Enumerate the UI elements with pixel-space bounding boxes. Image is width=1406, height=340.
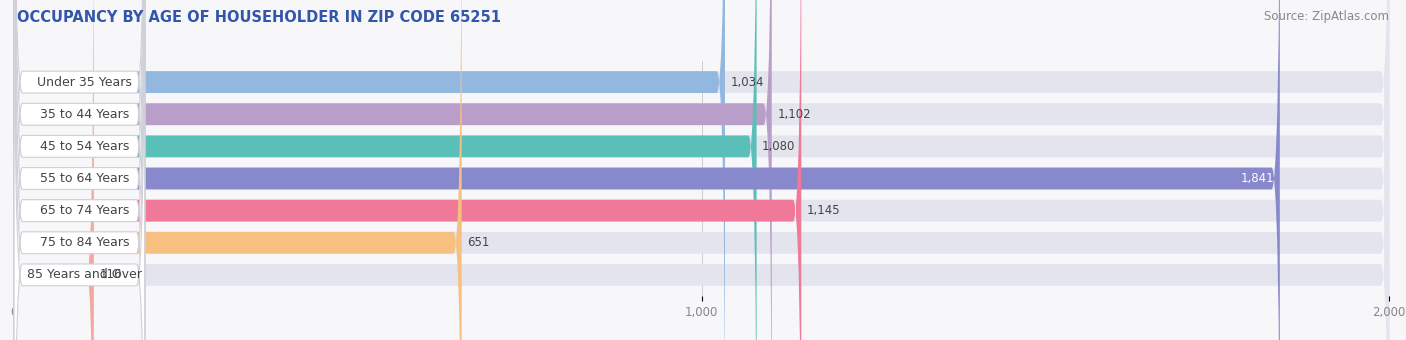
FancyBboxPatch shape bbox=[14, 0, 725, 340]
Text: 1,841: 1,841 bbox=[1240, 172, 1274, 185]
Text: Source: ZipAtlas.com: Source: ZipAtlas.com bbox=[1264, 10, 1389, 23]
FancyBboxPatch shape bbox=[14, 0, 801, 340]
FancyBboxPatch shape bbox=[14, 0, 145, 340]
FancyBboxPatch shape bbox=[14, 0, 1389, 340]
Text: 75 to 84 Years: 75 to 84 Years bbox=[41, 236, 129, 249]
FancyBboxPatch shape bbox=[14, 0, 145, 340]
FancyBboxPatch shape bbox=[14, 0, 1389, 340]
Text: 35 to 44 Years: 35 to 44 Years bbox=[41, 108, 129, 121]
Text: 55 to 64 Years: 55 to 64 Years bbox=[41, 172, 129, 185]
Text: 45 to 54 Years: 45 to 54 Years bbox=[41, 140, 129, 153]
Text: 116: 116 bbox=[100, 268, 122, 282]
FancyBboxPatch shape bbox=[14, 0, 1389, 340]
Text: OCCUPANCY BY AGE OF HOUSEHOLDER IN ZIP CODE 65251: OCCUPANCY BY AGE OF HOUSEHOLDER IN ZIP C… bbox=[17, 10, 501, 25]
FancyBboxPatch shape bbox=[14, 0, 1389, 340]
Text: 651: 651 bbox=[467, 236, 489, 249]
FancyBboxPatch shape bbox=[14, 0, 145, 340]
FancyBboxPatch shape bbox=[14, 0, 145, 340]
FancyBboxPatch shape bbox=[14, 0, 1389, 340]
Text: 1,102: 1,102 bbox=[778, 108, 811, 121]
FancyBboxPatch shape bbox=[14, 0, 145, 340]
Text: 1,145: 1,145 bbox=[807, 204, 841, 217]
FancyBboxPatch shape bbox=[14, 0, 772, 340]
FancyBboxPatch shape bbox=[14, 0, 756, 340]
Text: 1,080: 1,080 bbox=[762, 140, 796, 153]
FancyBboxPatch shape bbox=[14, 0, 1389, 340]
FancyBboxPatch shape bbox=[14, 0, 1389, 340]
FancyBboxPatch shape bbox=[14, 0, 461, 340]
Text: 1,034: 1,034 bbox=[731, 75, 763, 89]
FancyBboxPatch shape bbox=[14, 0, 94, 340]
Text: 85 Years and Over: 85 Years and Over bbox=[28, 268, 142, 282]
Text: Under 35 Years: Under 35 Years bbox=[38, 75, 132, 89]
FancyBboxPatch shape bbox=[14, 0, 145, 340]
Text: 65 to 74 Years: 65 to 74 Years bbox=[41, 204, 129, 217]
FancyBboxPatch shape bbox=[14, 0, 145, 340]
FancyBboxPatch shape bbox=[14, 0, 1279, 340]
